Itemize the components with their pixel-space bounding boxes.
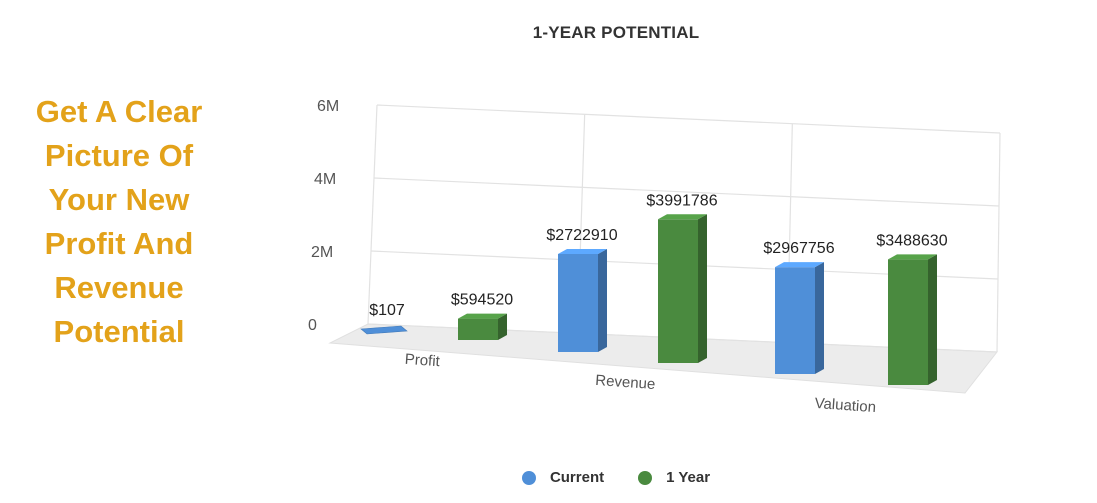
bar-1-year-profit[interactable]: [458, 313, 507, 340]
tagline-line: Get A Clear: [35, 94, 203, 129]
chart-title: 1-YEAR POTENTIAL: [532, 23, 700, 42]
bar-face: [888, 259, 928, 385]
tagline-line: Potential: [53, 314, 185, 349]
bar-side: [598, 248, 607, 352]
data-label: $3488630: [876, 232, 947, 249]
bar-current-valuation[interactable]: [775, 262, 824, 374]
y-tick-label: 0: [308, 317, 317, 334]
tagline-line: Picture Of: [44, 138, 194, 173]
bar-side: [498, 313, 507, 340]
bar-face: [558, 253, 598, 352]
bar-current-profit: [360, 325, 408, 335]
y-tick-label: 4M: [314, 171, 336, 188]
bar-face: [458, 318, 498, 340]
x-tick-label: Valuation: [814, 395, 876, 416]
gridline: [376, 104, 1001, 134]
bar-top: [558, 248, 607, 254]
bar-current-revenue[interactable]: [558, 248, 607, 352]
bar-side: [698, 214, 707, 363]
bar-side: [928, 254, 937, 385]
data-label: $3991786: [646, 192, 717, 209]
tagline-line: Revenue: [54, 270, 184, 305]
bar-1-year-valuation[interactable]: [888, 254, 937, 385]
bar-top: [775, 262, 824, 268]
bar-top: [658, 214, 707, 220]
tagline-line: Profit And: [44, 226, 194, 261]
y-tick-label: 2M: [311, 244, 333, 261]
y-tick-label: 6M: [317, 98, 339, 115]
data-label: $594520: [451, 292, 513, 309]
data-label: $2722910: [546, 227, 617, 244]
bar-face: [658, 219, 698, 363]
data-label: $107: [369, 302, 405, 319]
x-tick-label: Profit: [404, 351, 441, 370]
tagline-line: Your New: [48, 182, 190, 217]
tagline: Get A Clear Picture Of Your New Profit A…: [8, 90, 230, 354]
gridline-vertical: [996, 132, 1001, 353]
gridline-vertical: [367, 104, 378, 325]
legend-item-current[interactable]: Current: [521, 469, 605, 486]
data-label: $2967756: [763, 240, 834, 257]
gridline: [373, 177, 1000, 207]
bar-top: [888, 254, 937, 260]
bar-face: [775, 267, 815, 374]
bar-1-year-revenue[interactable]: [658, 214, 707, 363]
legend-label-current: Current: [549, 469, 605, 486]
x-tick-label: Revenue: [595, 372, 656, 393]
legend-swatch-current: [521, 470, 536, 485]
bar-top: [458, 313, 507, 319]
legend-item-1-year[interactable]: 1 Year: [638, 469, 710, 486]
legend-swatch-1-year: [638, 470, 653, 485]
bar-side: [815, 262, 824, 374]
legend-label-1-year: 1 Year: [666, 469, 711, 486]
legend: Current 1 Year: [0, 469, 1097, 486]
